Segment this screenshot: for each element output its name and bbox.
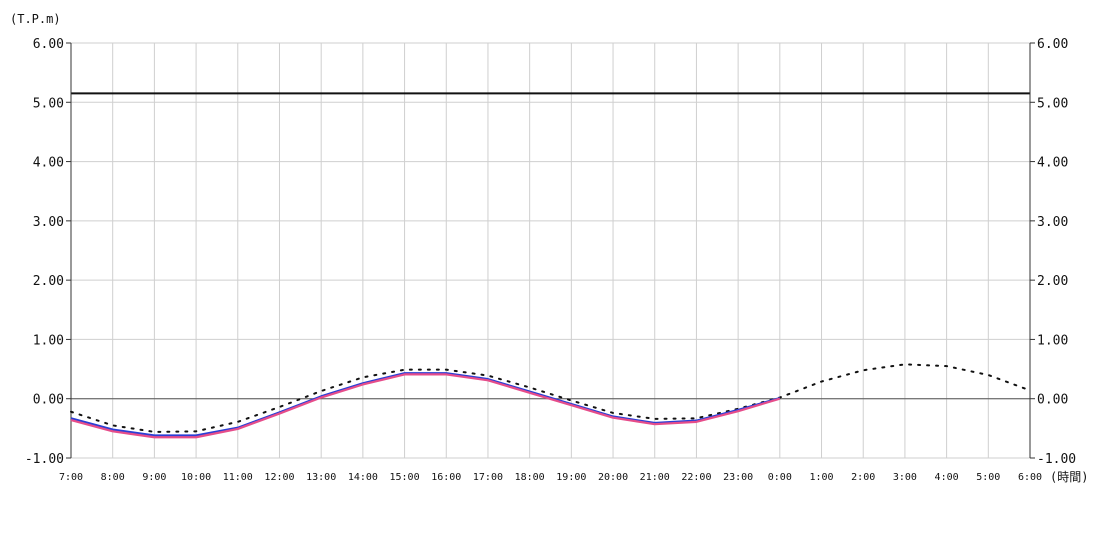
x-tick-label: 9:00 [142,472,166,483]
y-tick-label-left: 1.00 [33,333,64,348]
x-tick-label: 14:00 [348,472,378,483]
x-tick-label: 8:00 [101,472,125,483]
y-tick-label-right: 3.00 [1037,215,1068,230]
x-tick-label: 17:00 [473,472,503,483]
y-tick-label-left: -1.00 [25,452,64,467]
y-tick-labels-left: 6.00 5.00 4.00 3.00 2.00 1.00 0.00 -1.00 [25,37,64,467]
x-tick-label: 2:00 [851,472,875,483]
x-tick-label: 16:00 [431,472,461,483]
y-tick-label-right: 1.00 [1037,333,1068,348]
x-tick-label: 19:00 [556,472,586,483]
y-tick-label-left: 2.00 [33,274,64,289]
series-line-1 [70,363,1031,433]
x-tick-label: 20:00 [598,472,628,483]
y-axis-unit-label: (T.P.m) [10,12,61,26]
x-tick-label: 3:00 [893,472,917,483]
x-tick-label: 11:00 [223,472,253,483]
x-tick-label: 13:00 [306,472,336,483]
x-tick-label: 22:00 [681,472,711,483]
x-tick-label: 23:00 [723,472,753,483]
x-tick-label: 7:00 [59,472,83,483]
x-tick-labels: 7:00 8:00 9:00 10:00 11:00 12:00 13:00 14:00 15:… [59,472,1042,483]
y-tick-labels-right: 6.00 5.00 4.00 3.00 2.00 1.00 0.00 -1.00 [1037,37,1076,467]
x-axis-unit-label: (時間) [1050,470,1088,484]
y-tick-label-right: 6.00 [1037,37,1068,52]
y-tick-label-left: 5.00 [33,96,64,111]
y-tick-label-left: 0.00 [33,393,64,408]
y-tick-label-right: 4.00 [1037,156,1068,171]
y-tick-label-right: 5.00 [1037,96,1068,111]
x-tick-label: 12:00 [264,472,294,483]
series-lines [70,363,1031,439]
y-tick-label-left: 4.00 [33,156,64,171]
y-tick-label-right: 2.00 [1037,274,1068,289]
series-line-3 [70,373,781,439]
x-tick-label: 10:00 [181,472,211,483]
y-tick-label-right: 0.00 [1037,393,1068,408]
x-tick-label: 21:00 [640,472,670,483]
grid [70,42,1031,459]
x-tick-label: 4:00 [935,472,959,483]
axes [66,42,1035,459]
x-tick-label: 15:00 [390,472,420,483]
x-tick-label: 18:00 [515,472,545,483]
x-tick-label: 1:00 [809,472,833,483]
y-tick-label-right: -1.00 [1037,452,1076,467]
y-tick-label-left: 3.00 [33,215,64,230]
x-tick-label: 0:00 [768,472,792,483]
series-line-2 [70,372,781,437]
x-tick-label: 5:00 [976,472,1000,483]
x-tick-label: 6:00 [1018,472,1042,483]
y-tick-label-left: 6.00 [33,37,64,52]
